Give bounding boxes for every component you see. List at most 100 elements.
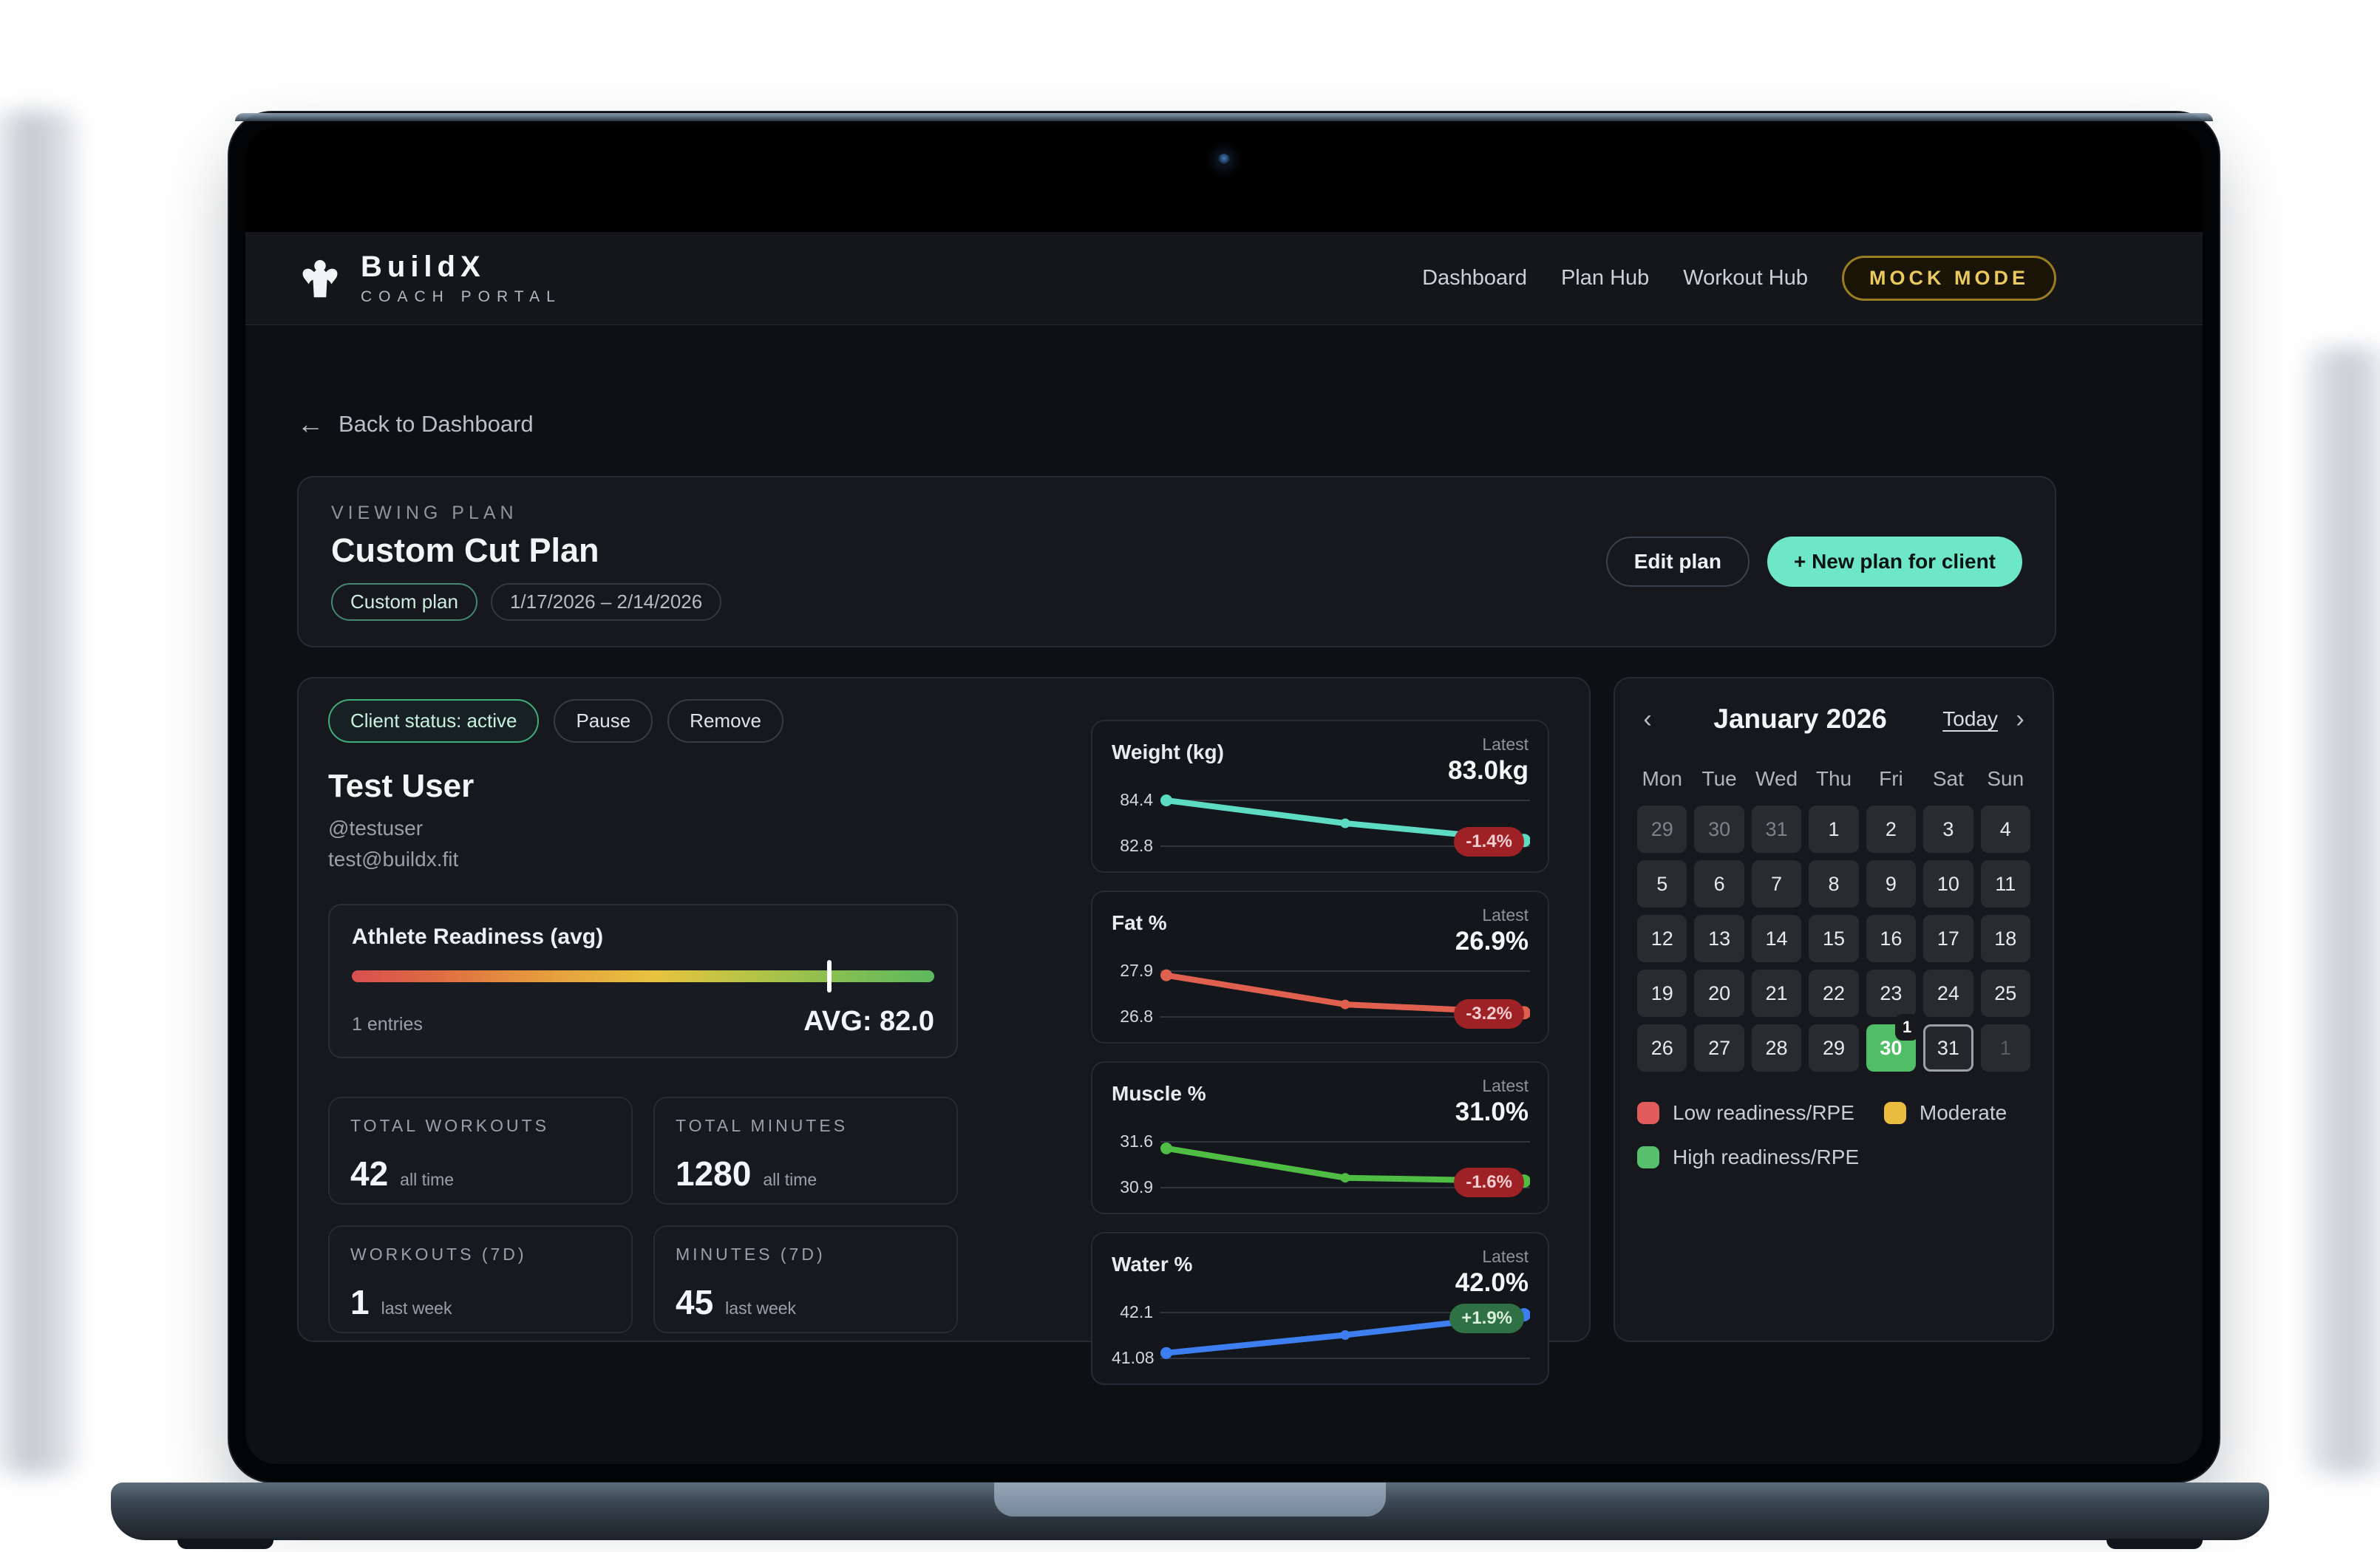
calendar-day[interactable]: 4 xyxy=(1980,806,2030,853)
readiness-gradient-bar xyxy=(352,960,934,993)
stat-value: 45 xyxy=(676,1283,714,1321)
low-readiness-swatch xyxy=(1637,1102,1659,1124)
stat-minutes-7d: MINUTES (7D) 45 last week xyxy=(653,1225,958,1333)
calendar-day[interactable]: 22 xyxy=(1809,970,1859,1017)
weekday-label: Fri xyxy=(1879,767,1903,790)
calendar-day[interactable]: 5 xyxy=(1637,860,1687,908)
calendar-weekdays: Mon Tue Wed Thu Fri Sat Sun xyxy=(1637,767,2030,791)
calendar-day[interactable]: 28 xyxy=(1751,1024,1802,1072)
chart-tile: Muscle % Latest 31.0% 31.6 30.9 -1.6% xyxy=(1091,1061,1549,1214)
readiness-entries: 1 entries xyxy=(352,1014,423,1035)
calendar-day[interactable]: 1 xyxy=(1809,806,1859,853)
calendar-day[interactable]: 15 xyxy=(1809,915,1859,962)
legend-item-moderate: Moderate xyxy=(1883,1101,2007,1125)
calendar-day[interactable]: 20 xyxy=(1694,970,1744,1017)
chart-plot: 84.4 82.8 -1.4% xyxy=(1112,790,1530,857)
legend-label: High readiness/RPE xyxy=(1673,1146,1860,1168)
high-readiness-swatch xyxy=(1637,1146,1659,1168)
calendar-day[interactable]: 9 xyxy=(1866,860,1917,908)
laptop-screen: BuildX COACH PORTAL Dashboard Plan Hub W… xyxy=(245,127,2203,1464)
stat-label: MINUTES (7D) xyxy=(676,1245,826,1264)
edit-plan-button[interactable]: Edit plan xyxy=(1605,537,1750,587)
chart-change-badge: -3.2% xyxy=(1454,999,1524,1029)
calendar-day[interactable]: 26 xyxy=(1637,1024,1687,1072)
laptop-lid: BuildX COACH PORTAL Dashboard Plan Hub W… xyxy=(229,112,2219,1482)
chevron-left-icon[interactable]: ‹ xyxy=(1643,704,1652,733)
calendar-day[interactable]: 6 xyxy=(1694,860,1744,908)
calendar-day[interactable]: 3 xyxy=(1923,806,1973,853)
calendar-day[interactable]: 17 xyxy=(1923,915,1973,962)
chart-ytick-top: 31.6 xyxy=(1120,1131,1153,1151)
app-header: BuildX COACH PORTAL Dashboard Plan Hub W… xyxy=(245,232,2203,325)
calendar-day[interactable]: 2 xyxy=(1866,806,1917,853)
calendar-day[interactable]: 29 xyxy=(1809,1024,1859,1072)
weekday-label: Mon xyxy=(1642,767,1682,790)
stat-caption: all time xyxy=(763,1170,817,1189)
calendar-day[interactable]: 23 xyxy=(1866,970,1917,1017)
remove-button[interactable]: Remove xyxy=(667,699,783,743)
weekday-label: Wed xyxy=(1755,767,1798,790)
chart-change-badge: +1.9% xyxy=(1449,1304,1524,1333)
chart-ytick-top: 27.9 xyxy=(1120,961,1153,980)
chevron-right-icon[interactable]: › xyxy=(2016,704,2024,733)
chart-tile: Fat % Latest 26.9% 27.9 26.8 -3.2% xyxy=(1091,891,1549,1044)
calendar-day[interactable]: 12 xyxy=(1637,915,1687,962)
chart-ytick-bottom: 82.8 xyxy=(1120,836,1153,855)
chart-latest-label: Latest xyxy=(1482,735,1529,754)
calendar-day[interactable]: 27 xyxy=(1694,1024,1744,1072)
calendar-day[interactable]: 19 xyxy=(1637,970,1687,1017)
chart-title: Muscle % xyxy=(1112,1082,1206,1105)
calendar-day[interactable]: 24 xyxy=(1923,970,1973,1017)
calendar-today-link[interactable]: Today xyxy=(1942,707,1998,730)
client-status-badge: Client status: active xyxy=(328,699,540,743)
calendar-day[interactable]: 11 xyxy=(1980,860,2030,908)
calendar-day[interactable]: 29 xyxy=(1637,806,1687,853)
chart-ytick-bottom: 26.8 xyxy=(1120,1007,1153,1026)
chart-tile: Water % Latest 42.0% 42.1 41.08 +1.9% xyxy=(1091,1232,1549,1385)
nav-link-workout-hub[interactable]: Workout Hub xyxy=(1683,266,1808,290)
calendar-month-label: January 2026 xyxy=(1713,704,1887,734)
nav-link-dashboard[interactable]: Dashboard xyxy=(1422,266,1527,290)
calendar-day[interactable]: 13 xyxy=(1694,915,1744,962)
calendar-day[interactable]: 31 xyxy=(1923,1024,1973,1072)
mock-mode-badge[interactable]: MOCK MODE xyxy=(1842,256,2056,301)
chart-plot: 42.1 41.08 +1.9% xyxy=(1112,1302,1530,1369)
chart-latest-value: 42.0% xyxy=(1455,1268,1529,1297)
charts-column: Weight (kg) Latest 83.0kg 84.4 82.8 -1.4… xyxy=(1091,720,1549,1385)
chart-change-badge: -1.6% xyxy=(1454,1168,1524,1198)
calendar-day[interactable]: 16 xyxy=(1866,915,1917,962)
pause-button[interactable]: Pause xyxy=(554,699,653,743)
calendar-day[interactable]: 21 xyxy=(1751,970,1802,1017)
client-name: Test User xyxy=(328,768,475,804)
stat-total-minutes: TOTAL MINUTES 1280 all time xyxy=(653,1097,958,1205)
laptop-lid-edge xyxy=(235,113,2213,121)
back-to-dashboard-link[interactable]: ← Back to Dashboard xyxy=(297,411,534,438)
calendar-day[interactable]: 10 xyxy=(1923,860,1973,908)
calendar-day[interactable]: 14 xyxy=(1751,915,1802,962)
laptop-foot-left xyxy=(177,1539,273,1549)
stat-caption: last week xyxy=(381,1299,452,1318)
calendar-day[interactable]: 25 xyxy=(1980,970,2030,1017)
stat-value: 1 xyxy=(350,1283,370,1321)
calendar-day[interactable]: 30 xyxy=(1694,806,1744,853)
calendar-day[interactable]: 7 xyxy=(1751,860,1802,908)
back-link-label: Back to Dashboard xyxy=(339,411,534,437)
chart-tile: Weight (kg) Latest 83.0kg 84.4 82.8 -1.4… xyxy=(1091,720,1549,873)
calendar-day[interactable]: 30 1 xyxy=(1866,1014,1920,1072)
stat-label: TOTAL WORKOUTS xyxy=(350,1116,549,1135)
new-plan-button[interactable]: + New plan for client xyxy=(1767,537,2022,587)
nav-link-plan-hub[interactable]: Plan Hub xyxy=(1560,266,1650,290)
calendar-day[interactable]: 1 xyxy=(1980,1024,2030,1072)
plan-title: Custom Cut Plan xyxy=(331,531,599,569)
plan-type-badge: Custom plan xyxy=(331,583,477,621)
background-shadow-left xyxy=(0,111,78,1474)
legend-item-high: High readiness/RPE xyxy=(1637,1146,1859,1169)
stat-value: 42 xyxy=(350,1154,389,1193)
laptop-foot-right xyxy=(2107,1539,2203,1549)
calendar-day[interactable]: 31 xyxy=(1751,806,1802,853)
stats-grid: TOTAL WORKOUTS 42 all time TOTAL MINUTES xyxy=(328,1097,958,1333)
stat-label: TOTAL MINUTES xyxy=(676,1116,849,1135)
calendar-day[interactable]: 8 xyxy=(1809,860,1859,908)
calendar-day[interactable]: 18 xyxy=(1980,915,2030,962)
laptop-base-notch xyxy=(994,1483,1386,1517)
